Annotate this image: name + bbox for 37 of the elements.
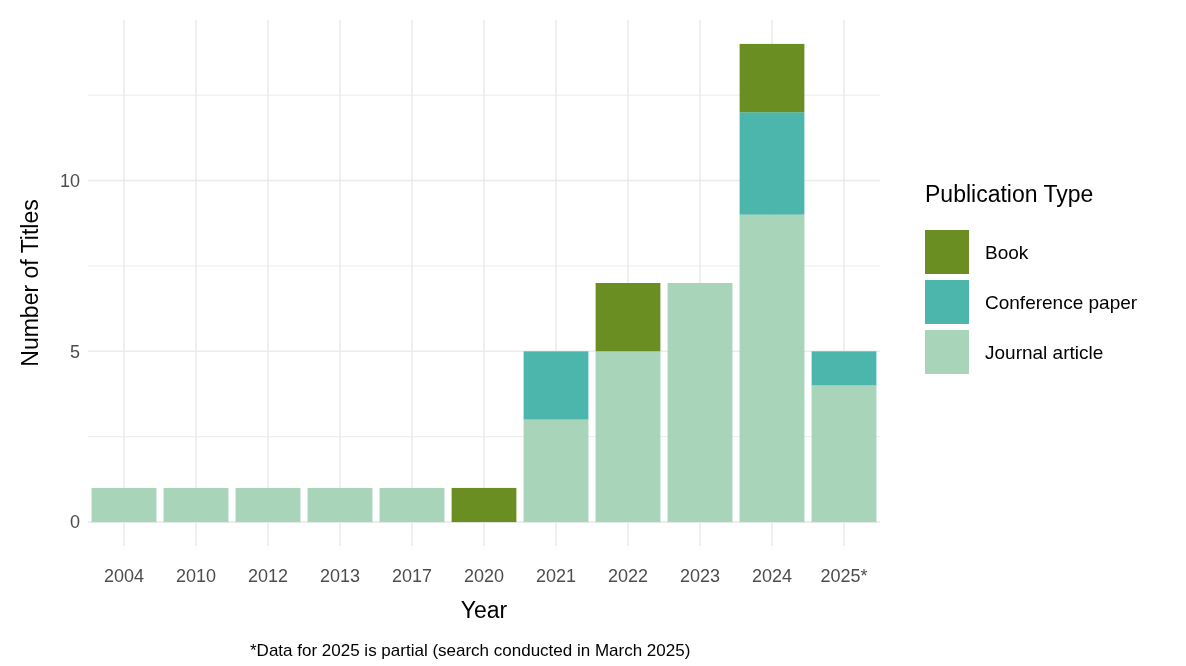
bar: [307, 487, 373, 523]
x-tick-label: 2024: [751, 566, 793, 586]
x-tick-label: 2022: [607, 566, 649, 586]
bar: [595, 283, 661, 352]
legend-label: Journal article: [985, 341, 1104, 363]
x-tick-label: 2025*: [820, 566, 868, 586]
bar: [811, 385, 877, 523]
bar: [451, 487, 517, 523]
bar: [523, 419, 589, 523]
bar: [739, 112, 805, 215]
bar: [739, 43, 805, 113]
legend-label: Conference paper: [985, 291, 1138, 313]
text: *Data for 2025 is partial (search conducted in March 2025): [250, 641, 691, 660]
x-tick-label: 2012: [247, 566, 289, 586]
bar: [379, 487, 445, 523]
y-tick-label: 10: [59, 170, 80, 191]
x-tick-label: 2023: [679, 566, 721, 586]
y-tick-label: 5: [69, 341, 80, 362]
x-tick-label: 2004: [103, 566, 145, 586]
bar: [163, 487, 229, 523]
bar: [235, 487, 301, 523]
x-axis-title: Year: [460, 597, 508, 623]
bar: [667, 283, 733, 523]
x-tick-label: 2010: [175, 566, 217, 586]
bar: [811, 351, 877, 386]
x-tick-label: 2013: [319, 566, 361, 586]
legend-title: Publication Type: [925, 181, 1094, 207]
y-tick-label: 0: [69, 512, 80, 533]
x-tick-label: 2021: [535, 566, 577, 586]
bar: [91, 487, 157, 523]
x-tick-label: 2020: [463, 566, 505, 586]
legend-label: Book: [985, 241, 1029, 263]
y-axis-title: Number of Titles: [17, 199, 43, 367]
bar: [739, 214, 805, 523]
bar: [595, 351, 661, 523]
x-tick-label: 2017: [391, 566, 433, 586]
bar: [523, 351, 589, 420]
